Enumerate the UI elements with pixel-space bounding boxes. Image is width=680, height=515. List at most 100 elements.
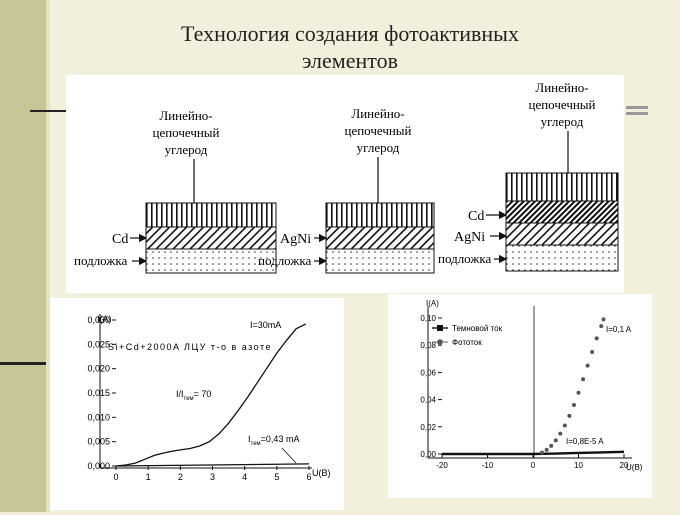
data-point	[553, 438, 558, 443]
legend-photo-label: Фототок	[452, 338, 482, 347]
chart-1-sample-annotation: Si+Cd+2000A ЛЦУ т-о в азоте	[108, 342, 272, 352]
data-point	[558, 431, 563, 436]
y-tick-label: 0,030	[87, 315, 110, 325]
schematic-stack-3: Линейно- цепочечный углерод Cd AgNi подл…	[438, 80, 619, 272]
slide-title-line2: элементов	[302, 48, 398, 73]
data-point	[544, 447, 549, 452]
chart-2-dark-annotation: I=0,8E-5 A	[566, 437, 604, 446]
chart-1-ratio-prefix: I/I	[176, 389, 184, 399]
stack-2-substrate-label: подложка	[258, 253, 311, 268]
x-tick-label: 6	[306, 472, 311, 482]
schematic-stack-2: Линейно- цепочечный углерод AgNi подложк…	[258, 106, 435, 274]
chart-2-xlabel: U(B)	[626, 463, 643, 472]
x-tick-label: 0	[531, 461, 536, 470]
slide-title: Технология создания фотоактивных элемент…	[100, 20, 600, 74]
stack-3-label-line3: углерод	[541, 114, 584, 129]
decorative-line	[30, 110, 70, 112]
x-tick-label: 4	[242, 472, 247, 482]
slide-title-line1: Технология создания фотоактивных	[181, 21, 519, 46]
stack-3-agni-layer	[505, 222, 619, 246]
chart-2-panel: I(A) U(B) -20 -10 0 10 20 0,00 0,02 0,04 0,06 0,…	[388, 294, 652, 498]
chart-1-dark-annotation: Iтем=0,43 mA	[248, 434, 299, 447]
chart-1-dark-sub: тем	[251, 441, 261, 447]
data-point	[581, 377, 586, 382]
chart-1-ratio-value: = 70	[194, 389, 212, 399]
y-tick-label: 0,04	[420, 396, 436, 405]
y-tick-label: 0,015	[87, 388, 110, 398]
stack-3-carbon-layer	[505, 172, 619, 202]
x-tick-label: 3	[210, 472, 215, 482]
chart-1-ylabel: I(A)	[97, 314, 112, 324]
stack-3-cd-label: Cd	[468, 209, 484, 224]
data-point	[585, 363, 590, 368]
chart-1-dark-prefix: I	[248, 434, 251, 444]
series-line-1	[115, 323, 307, 467]
chart-1-dark-value: =0,43 mA	[261, 434, 300, 444]
chart-2-series	[442, 317, 625, 456]
data-point	[599, 324, 604, 329]
chart-1-xlabel: U(B)	[312, 468, 331, 478]
y-tick-label: 0,020	[87, 364, 110, 374]
stack-3-agni-label: AgNi	[454, 230, 485, 245]
legend-photo-marker	[437, 339, 443, 345]
y-tick-label: 0,06	[420, 368, 436, 377]
y-tick-label: 0,025	[87, 339, 110, 349]
x-tick-label: 1	[146, 472, 151, 482]
chart-1-y-ticks: 0,000 0,005 0,010 0,015 0,020 0,025 0,030	[87, 315, 116, 471]
x-tick-label: 2	[178, 472, 183, 482]
stack-2-label-line2: цепочечный	[344, 123, 411, 138]
stack-1-substrate-layer	[145, 248, 277, 274]
chart-2-x-ticks: -20 -10 0 10 20	[436, 454, 629, 470]
chart-2-ylabel: I(A)	[426, 299, 439, 308]
legend-dark-label: Темновой ток	[452, 324, 503, 333]
y-tick-label: 0,10	[420, 314, 436, 323]
stack-2-carbon-layer	[325, 202, 435, 228]
stack-1-label-line1: Линейно-	[159, 108, 212, 123]
y-tick-label: 0,010	[87, 412, 110, 422]
data-point	[540, 450, 545, 455]
data-point	[601, 317, 606, 322]
chart-1-series	[115, 323, 310, 467]
stack-1-carbon-layer	[145, 202, 277, 228]
legend-dark-marker	[437, 325, 443, 331]
stack-2-label-line3: углерод	[357, 140, 400, 155]
stack-2-agni-label: AgNi	[280, 232, 311, 247]
schematic-panel: Линейно- цепочечный углерод Cd подложка …	[66, 75, 624, 293]
data-point	[576, 390, 581, 395]
stack-1-substrate-label: подложка	[74, 253, 127, 268]
decorative-lines-right	[626, 106, 648, 109]
chart-1-ratio-sub: тем	[184, 396, 194, 402]
stack-2-substrate-layer	[325, 248, 435, 274]
stack-2-agni-layer	[325, 226, 435, 250]
chart-1-current-annotation: I=30mA	[250, 320, 281, 330]
stack-1-label-line3: углерод	[165, 142, 208, 157]
x-tick-label: -10	[482, 461, 494, 470]
series-line-1	[442, 450, 625, 456]
y-tick-label: 0,000	[87, 461, 110, 471]
stack-2-label-line1: Линейно-	[351, 106, 404, 121]
chart-2-legend: Темновой ток Фототок	[432, 324, 503, 347]
slide-left-bar-highlight	[46, 0, 50, 512]
data-point	[549, 443, 554, 448]
chart-2-current-annotation: I=0,1 A	[606, 325, 632, 334]
chart-1-ratio-annotation: I/Iтем= 70	[176, 389, 211, 402]
series-line-2	[115, 463, 310, 467]
y-tick-label: 0,005	[87, 437, 110, 447]
schematic-stack-1: Линейно- цепочечный углерод Cd подложка	[74, 108, 277, 274]
x-tick-label: 5	[274, 472, 279, 482]
y-tick-label: 0,08	[420, 341, 436, 350]
stack-3-cd-layer	[505, 200, 619, 224]
stack-3-substrate-layer	[505, 244, 619, 272]
data-point	[562, 423, 567, 428]
stack-3-label-line2: цепочечный	[528, 97, 595, 112]
stack-1-cd-label: Cd	[112, 232, 128, 247]
stack-3-substrate-label: подложка	[438, 251, 491, 266]
x-tick-label: 10	[574, 461, 583, 470]
x-tick-label: 20	[620, 461, 629, 470]
y-tick-label: 0,02	[420, 423, 436, 432]
x-tick-label: 0	[113, 472, 118, 482]
data-point	[594, 336, 599, 341]
chart-1-dark-pointer	[281, 447, 297, 464]
